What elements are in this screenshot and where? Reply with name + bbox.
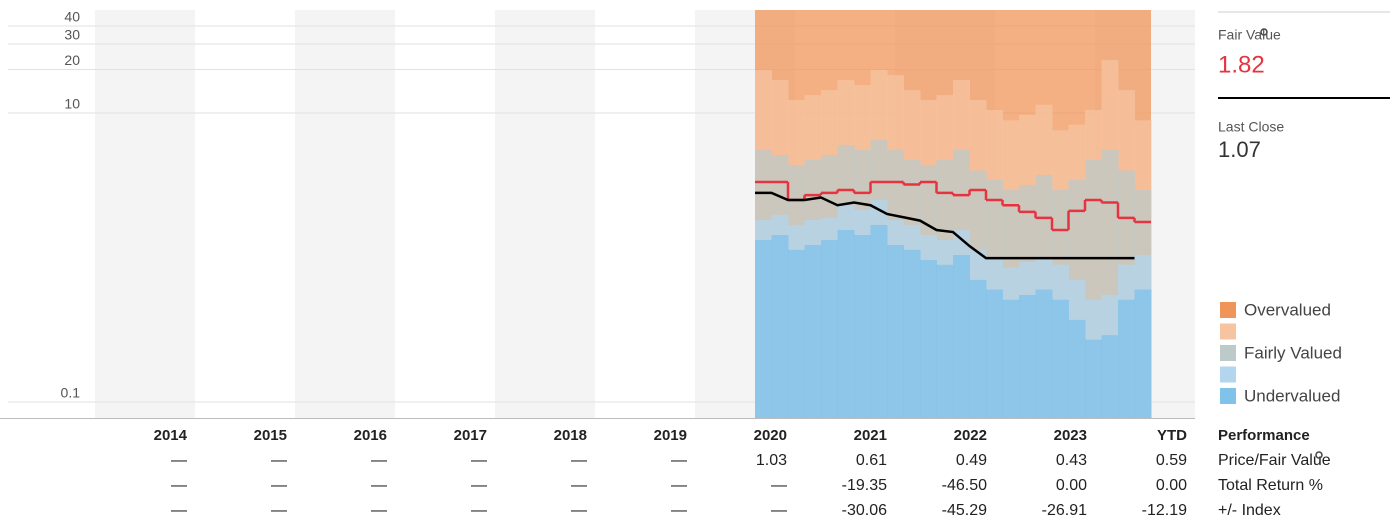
row-label: Price/Fair Value [1218,452,1331,469]
valuation-band [1101,335,1119,418]
table-cell: — [671,477,687,494]
row-label: Total Return % [1218,477,1323,494]
table-cell: — [471,452,487,469]
valuation-band [1085,339,1102,418]
info-icon [1315,451,1323,459]
table-cell: — [271,502,287,519]
valuation-band [953,255,970,418]
valuation-band [1035,289,1053,418]
last-close: 1.07 [1218,137,1261,162]
fair-value: 1.82 [1218,51,1265,78]
table-cell: — [771,502,787,519]
year-label: 2018 [554,427,587,444]
y-tick-label: 40 [64,9,80,25]
table-cell: — [371,452,387,469]
plot: 0.1 10 20 30 40 Overvalued Fairly Valued Underv… [8,9,1342,519]
table-cell: — [571,502,587,519]
valuation-band [920,260,937,418]
year-label: 2022 [954,427,987,444]
column-band [295,10,395,418]
year-label: YTD [1157,427,1187,444]
last-close-line [755,191,1135,260]
legend-label: Fairly Valued [1244,343,1342,362]
year-label: 2019 [654,427,687,444]
legend-swatch [1220,388,1236,404]
table-header: Performance [1218,427,1310,444]
year-label: 2023 [1054,427,1087,444]
valuation-band [771,235,789,418]
table-cell: 0.59 [1156,452,1187,469]
table-cell: 0.00 [1156,477,1187,494]
table-cell: -30.06 [842,502,887,519]
table-cell: — [171,452,187,469]
table-cell: — [271,452,287,469]
legend-swatch [1220,345,1236,361]
table-cell: — [171,477,187,494]
fair-value-label: Fair Value [1218,27,1281,43]
legend-swatch [1220,366,1236,383]
valuation-band [755,240,772,418]
table-cell: -12.19 [1142,502,1187,519]
table-cell: — [271,477,287,494]
table-cell: 0.00 [1056,477,1087,494]
table-cell: 0.49 [956,452,987,469]
valuation-band [854,235,871,418]
valuation-band [887,245,904,418]
table-cell: -26.91 [1042,502,1087,519]
row-label: +/- Index [1218,502,1281,519]
table-cell: -19.35 [842,477,887,494]
valuation-band [1118,299,1135,418]
table-cell: 0.43 [1056,452,1087,469]
table-cell: — [471,502,487,519]
table-cell: — [671,502,687,519]
table-cell: — [371,477,387,494]
table-cell: 1.03 [756,452,787,469]
table-cell: — [471,477,487,494]
year-label: 2016 [354,427,387,444]
year-label: 2014 [154,427,188,444]
y-tick-label: 0.1 [61,385,81,401]
valuation-band [1068,319,1086,418]
valuation-band [821,240,838,418]
table-cell: — [671,452,687,469]
legend-label: Overvalued [1244,300,1331,319]
column-band [495,10,595,418]
column-band [95,10,195,418]
valuation-band [986,289,1003,418]
y-tick-label: 10 [64,96,80,112]
last-close-label: Last Close [1218,119,1284,135]
y-tick-label: 20 [64,52,80,68]
table-cell: -46.50 [942,477,987,494]
valuation-band [870,224,888,418]
year-label: 2017 [454,427,487,444]
valuation-band [1052,299,1069,418]
valuation-band [788,249,805,418]
table-cell: 0.61 [856,452,887,469]
table-cell: — [771,477,787,494]
legend-swatch [1220,302,1236,318]
table-cell: — [571,452,587,469]
valuation-band [837,229,855,418]
table-cell: -45.29 [942,502,987,519]
y-tick-label: 30 [64,27,80,43]
valuation-band [1019,295,1036,418]
year-label: 2021 [854,427,887,444]
year-label: 2015 [254,427,287,444]
valuation-band [903,249,921,418]
table-cell: — [371,502,387,519]
table-cell: — [171,502,187,519]
valuation-band [1002,299,1020,418]
valuation-band [1134,289,1152,418]
legend-swatch [1220,323,1236,340]
table-cell: — [571,477,587,494]
valuation-band [804,245,822,418]
valuation-band [936,264,954,418]
info-icon [1260,28,1268,36]
legend-label: Undervalued [1244,386,1340,405]
year-label: 2020 [754,427,787,444]
valuation-band [969,279,987,418]
